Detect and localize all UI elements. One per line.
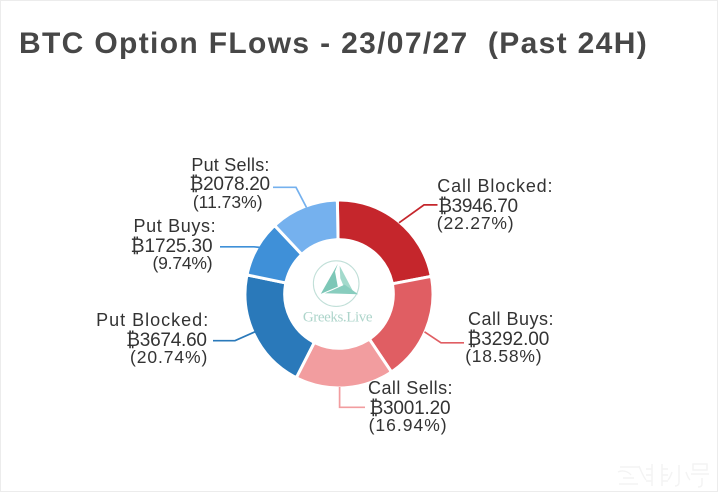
svg-text:Greeks.Live: Greeks.Live [303,309,373,325]
